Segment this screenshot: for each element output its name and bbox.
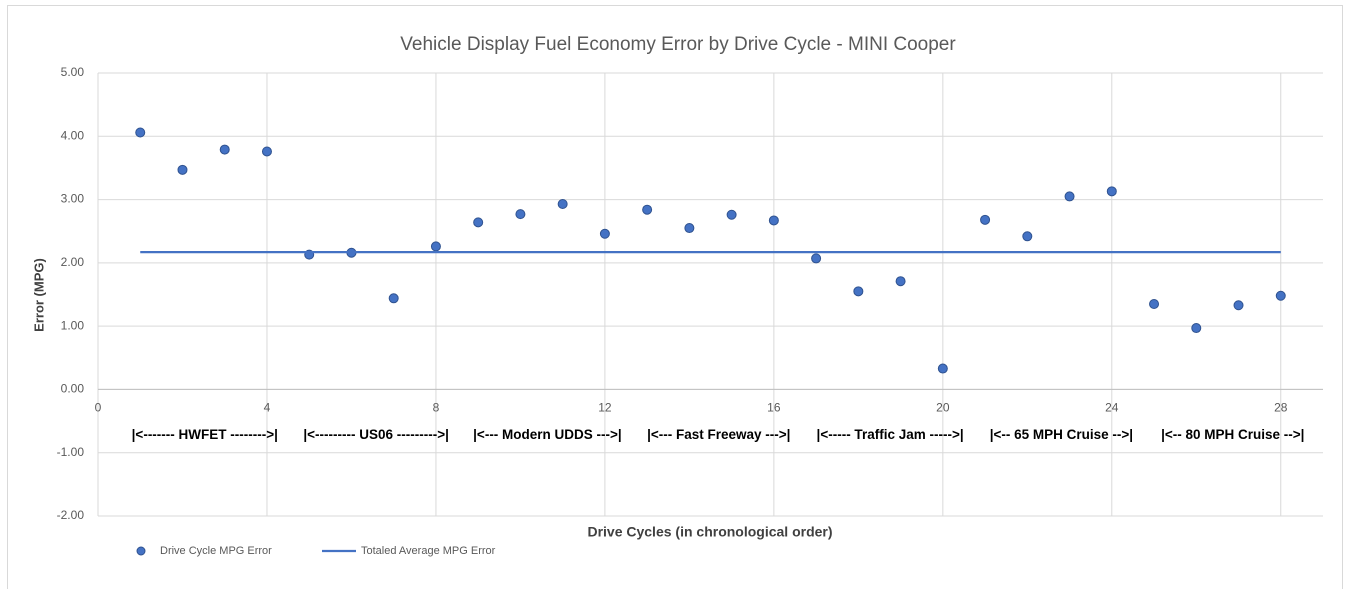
legend-label: Totaled Average MPG Error — [361, 545, 496, 557]
y-tick-label: -1.00 — [57, 445, 85, 459]
annotation: |<----- Traffic Jam ----->| — [817, 427, 964, 442]
annotation: |<------- HWFET -------->| — [132, 427, 278, 442]
data-point — [684, 223, 695, 234]
data-point — [1233, 300, 1244, 311]
x-tick-label: 20 — [936, 401, 950, 415]
x-tick-label: 4 — [264, 401, 271, 415]
data-point — [135, 127, 146, 138]
data-point — [557, 199, 568, 210]
data-point — [811, 253, 822, 264]
x-axis-label: Drive Cycles (in chronological order) — [587, 524, 832, 540]
data-point — [853, 286, 864, 297]
data-point — [599, 228, 610, 239]
data-point — [768, 215, 779, 226]
chart-frame — [7, 5, 1343, 589]
data-point — [515, 209, 526, 220]
x-tick-label: 8 — [433, 401, 440, 415]
x-tick-label: 12 — [598, 401, 612, 415]
annotation: |<-- 80 MPH Cruise -->| — [1161, 427, 1304, 442]
chart-title: Vehicle Display Fuel Economy Error by Dr… — [400, 34, 956, 55]
annotation: |<--- Fast Freeway --->| — [647, 427, 790, 442]
y-axis-label: Error (MPG) — [31, 258, 46, 332]
x-tick-label: 24 — [1105, 401, 1119, 415]
x-tick-label: 0 — [95, 401, 102, 415]
annotation: |<--------- US06 --------->| — [303, 427, 449, 442]
data-point — [1275, 290, 1286, 301]
data-point — [177, 164, 188, 175]
data-point — [1022, 231, 1033, 242]
data-point — [219, 144, 230, 155]
x-tick-label: 28 — [1274, 401, 1288, 415]
y-tick-label: 0.00 — [61, 382, 85, 396]
data-point — [895, 276, 906, 287]
y-tick-label: 2.00 — [61, 255, 85, 269]
data-point — [1064, 191, 1075, 202]
data-point — [642, 204, 653, 215]
data-point — [937, 363, 948, 374]
data-point — [473, 217, 484, 228]
y-tick-label: 3.00 — [61, 192, 85, 206]
data-point — [388, 293, 399, 304]
x-tick-label: 16 — [767, 401, 781, 415]
legend-label: Drive Cycle MPG Error — [160, 545, 272, 557]
data-point — [980, 214, 991, 225]
y-tick-label: 5.00 — [61, 65, 85, 79]
data-point — [1149, 298, 1160, 309]
data-point — [1106, 186, 1117, 197]
data-point — [261, 146, 272, 157]
data-point — [1191, 323, 1202, 334]
y-tick-label: 1.00 — [61, 318, 85, 332]
data-point — [726, 209, 737, 220]
data-point — [430, 241, 441, 252]
annotation: |<-- 65 MPH Cruise -->| — [990, 427, 1133, 442]
y-tick-label: 4.00 — [61, 128, 85, 142]
annotation: |<--- Modern UDDS --->| — [473, 427, 622, 442]
legend-marker — [136, 546, 146, 556]
y-tick-label: -2.00 — [57, 508, 85, 522]
